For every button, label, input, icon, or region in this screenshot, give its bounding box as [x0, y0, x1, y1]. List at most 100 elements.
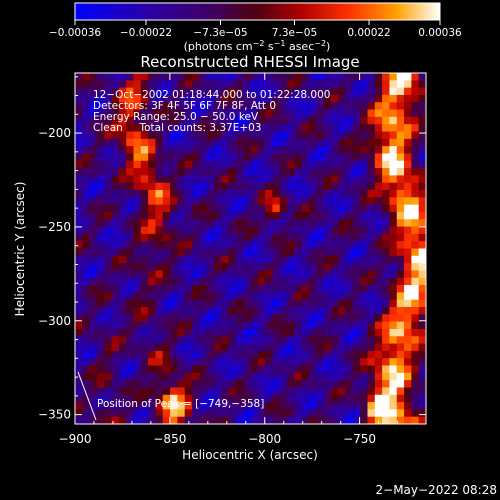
heatmap-cell: [287, 233, 295, 242]
heatmap-cell: [316, 204, 325, 213]
heatmap-cell: [75, 409, 83, 418]
heatmap-cell: [279, 277, 288, 286]
heatmap-cell: [235, 343, 244, 352]
heatmap-cell: [192, 350, 200, 359]
heatmap-cell: [228, 350, 237, 359]
heatmap-cell: [345, 160, 354, 169]
heatmap-cell: [330, 387, 339, 396]
heatmap-cell: [228, 124, 237, 132]
heatmap-cell: [118, 116, 127, 125]
heatmap-cell: [82, 219, 91, 227]
heatmap-cell: [96, 131, 105, 140]
heatmap-cell: [382, 321, 390, 330]
heatmap-cell: [228, 182, 237, 191]
heatmap-cell: [155, 197, 164, 206]
heatmap-cell: [323, 138, 332, 147]
heatmap-cell: [367, 160, 376, 169]
heatmap-cell: [367, 204, 376, 213]
heatmap-cell: [228, 241, 237, 249]
heatmap-cell: [294, 336, 303, 344]
heatmap-cell: [148, 175, 156, 184]
heatmap-cell: [338, 160, 346, 169]
heatmap-cell: [389, 116, 398, 125]
heatmap-cell: [162, 358, 171, 366]
heatmap-cell: [177, 336, 186, 344]
heatmap-cell: [352, 365, 361, 374]
heatmap-cell: [133, 299, 142, 308]
heatmap-cell: [257, 153, 266, 162]
heatmap-cell: [418, 226, 426, 235]
heatmap-cell: [352, 190, 361, 198]
heatmap-cell: [323, 380, 332, 388]
heatmap-cell: [265, 73, 273, 81]
heatmap-cell: [330, 168, 339, 176]
heatmap-cell: [411, 416, 420, 424]
heatmap-cell: [170, 87, 178, 96]
heatmap-cell: [382, 94, 390, 103]
heatmap-cell: [294, 87, 303, 96]
heatmap-cell: [206, 292, 215, 301]
heatmap-cell: [184, 321, 193, 330]
heatmap-cell: [301, 409, 310, 418]
heatmap-cell: [330, 160, 339, 169]
heatmap-cell: [338, 277, 346, 286]
heatmap-cell: [162, 197, 171, 206]
heatmap-cell: [374, 131, 383, 140]
heatmap-cell: [199, 190, 208, 198]
heatmap-cell: [250, 263, 259, 271]
heatmap-cell: [411, 109, 420, 118]
heatmap-cell: [89, 160, 98, 169]
heatmap-cell: [323, 94, 332, 103]
heatmap-cell: [301, 80, 310, 89]
heatmap-cell: [104, 153, 112, 162]
heatmap-cell: [184, 314, 193, 323]
heatmap-cell: [111, 299, 120, 308]
heatmap-cell: [133, 233, 142, 242]
heatmap-cell: [396, 182, 405, 191]
heatmap-cell: [155, 350, 164, 359]
heatmap-cell: [411, 336, 420, 344]
heatmap-cell: [345, 328, 354, 337]
heatmap-cell: [287, 380, 295, 388]
heatmap-cell: [367, 102, 376, 110]
heatmap-cell: [418, 336, 426, 344]
heatmap-cell: [360, 402, 368, 410]
heatmap-cell: [374, 182, 383, 191]
heatmap-cell: [323, 307, 332, 315]
heatmap-cell: [367, 321, 376, 330]
heatmap-cell: [309, 87, 317, 96]
heatmap-cell: [338, 131, 346, 140]
heatmap-cell: [396, 197, 405, 206]
heatmap-cell: [148, 299, 156, 308]
heatmap-cell: [170, 409, 178, 418]
heatmap-cell: [323, 226, 332, 235]
heatmap-cell: [389, 160, 398, 169]
heatmap-cell: [411, 182, 420, 191]
heatmap-cell: [257, 73, 266, 81]
heatmap-cell: [323, 365, 332, 374]
heatmap-cell: [389, 102, 398, 110]
heatmap-cell: [389, 328, 398, 337]
heatmap-cell: [111, 336, 120, 344]
heatmap-cell: [330, 350, 339, 359]
heatmap-cell: [411, 124, 420, 132]
heatmap-cell: [148, 270, 156, 279]
heatmap-cell: [235, 409, 244, 418]
heatmap-cell: [192, 102, 200, 110]
heatmap-cell: [345, 409, 354, 418]
heatmap-cell: [316, 350, 325, 359]
heatmap-cell: [301, 270, 310, 279]
heatmap-cell: [404, 168, 412, 176]
heatmap-cell: [133, 219, 142, 227]
heatmap-cell: [287, 365, 295, 374]
heatmap-cell: [374, 153, 383, 162]
heatmap-cell: [250, 131, 259, 140]
heatmap-cell: [140, 241, 149, 249]
heatmap-cell: [382, 255, 390, 264]
heatmap-cell: [257, 138, 266, 147]
heatmap-cell: [162, 270, 171, 279]
heatmap-cell: [199, 146, 208, 154]
heatmap-cell: [294, 73, 303, 81]
heatmap-cell: [89, 372, 98, 381]
